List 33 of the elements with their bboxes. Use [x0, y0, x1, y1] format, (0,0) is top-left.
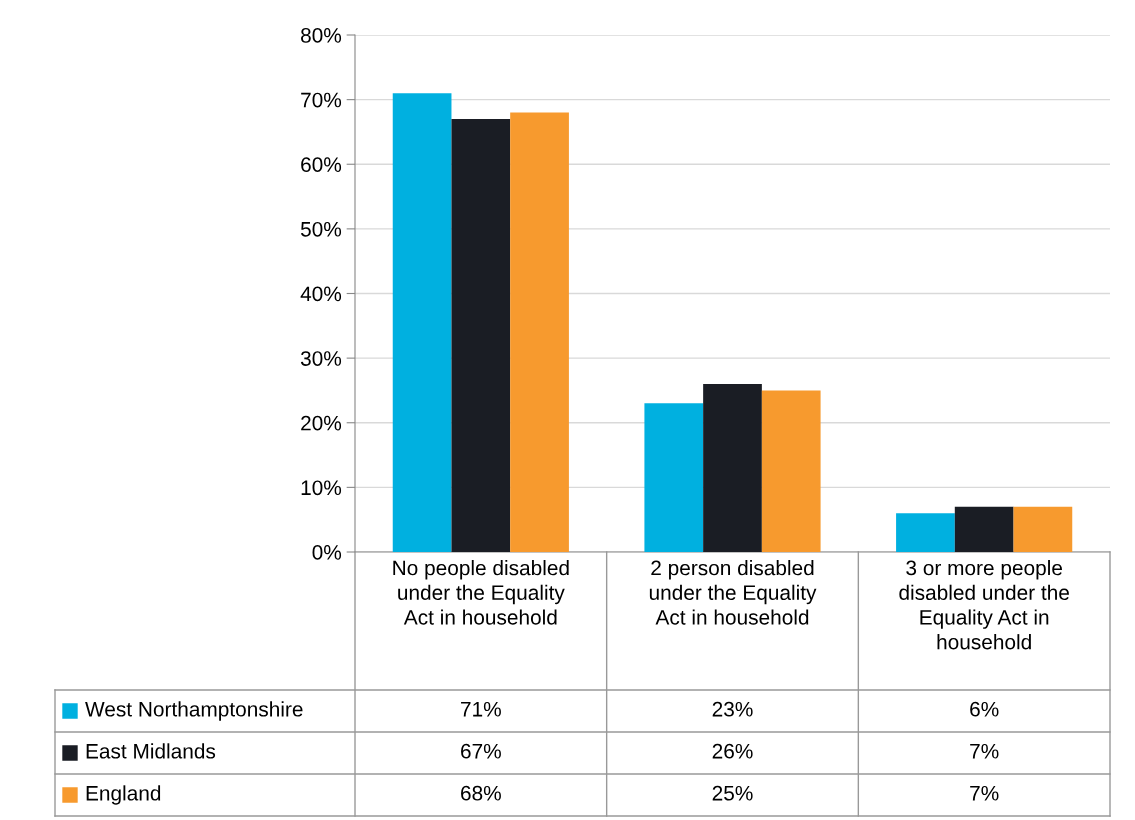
bar	[644, 403, 704, 552]
bar	[896, 513, 955, 552]
data-label: 7%	[970, 743, 999, 759]
bar	[392, 93, 452, 552]
bar	[1013, 506, 1073, 552]
y-tick-label: 70%	[301, 92, 342, 108]
data-label: 26%	[712, 743, 753, 759]
bar	[510, 112, 569, 552]
bar	[761, 390, 821, 552]
data-label: 7%	[970, 785, 999, 801]
y-tick-label: 50%	[300, 221, 342, 237]
y-tick-label: 0%	[312, 545, 342, 560]
data-label: 6%	[970, 701, 999, 717]
data-label: 71%	[461, 701, 501, 717]
y-tick-label: 30%	[300, 351, 342, 366]
bar	[954, 506, 1014, 552]
data-label: 67%	[461, 743, 501, 759]
data-label: 23%	[712, 701, 753, 717]
y-tick-label: 40%	[300, 286, 342, 302]
y-tick-label: 10%	[301, 480, 342, 496]
y-tick-label: 20%	[301, 415, 342, 431]
y-tick-label: 60%	[301, 157, 342, 172]
y-tick-label: 80%	[301, 28, 342, 43]
bar	[451, 119, 511, 552]
x-tick-label: 2 person disabled under the Equality Act in household	[649, 560, 817, 625]
data-label: 68%	[461, 785, 501, 801]
x-tick-label: No people disabled under the Equality Act in household	[393, 560, 569, 625]
data-label: 25%	[712, 785, 753, 801]
legend-label: West Northamptonshire	[85, 701, 303, 721]
x-tick-label: 3 or more people disabled under the Equality Act in household	[899, 560, 1069, 650]
legend-label: East Midlands	[86, 743, 216, 759]
legend-label: England	[86, 785, 161, 805]
bar	[703, 383, 762, 552]
